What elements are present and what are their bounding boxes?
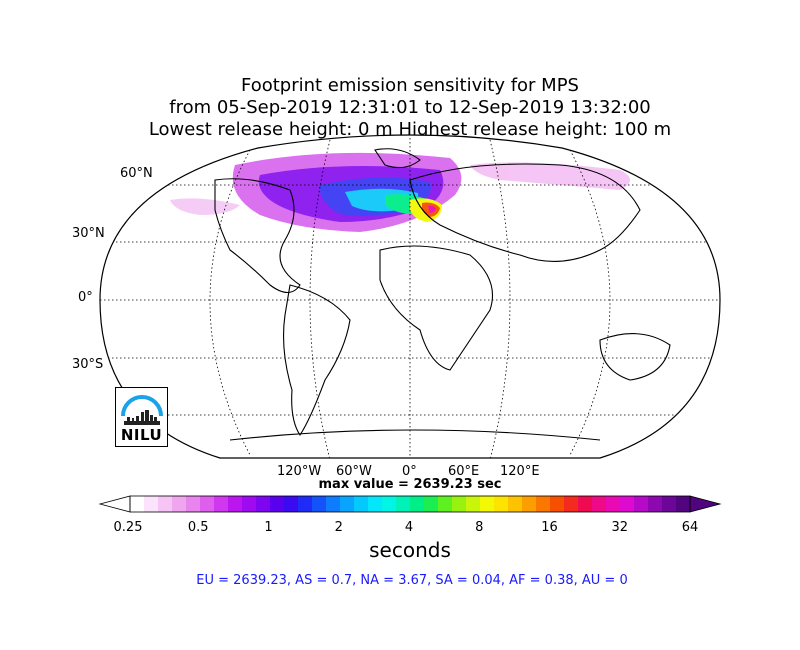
- colorbar-cell: [494, 496, 509, 512]
- colorbar-cell: [564, 496, 579, 512]
- plot-title: Footprint emission sensitivity for MPS: [241, 75, 579, 96]
- colorbar-cell: [382, 496, 397, 512]
- colorbar-cell: [410, 496, 425, 512]
- colorbar-cell: [676, 496, 691, 512]
- colorbar-cell: [648, 496, 663, 512]
- colorbar-tick-label: 16: [541, 520, 558, 535]
- colorbar-tick-label: 4: [404, 520, 414, 535]
- lon-label-120w: 120°W: [277, 464, 322, 479]
- colorbar-cell: [144, 496, 159, 512]
- colorbar-tick-label: 8: [475, 520, 484, 535]
- colorbar-cell: [298, 496, 313, 512]
- nilu-logo: NILU: [115, 387, 168, 447]
- coastlines: [214, 148, 671, 441]
- colorbar-cell: [326, 496, 341, 512]
- colorbar-cell: [256, 496, 271, 512]
- colorbar-cell: [214, 496, 229, 512]
- lat-label-30n: 30°N: [72, 226, 105, 241]
- colorbar-cell: [242, 496, 257, 512]
- colorbar-cell: [284, 496, 299, 512]
- lat-label-30s: 30°S: [72, 357, 104, 372]
- colorbar-cell: [158, 496, 173, 512]
- lon-label-60w: 60°W: [336, 464, 372, 479]
- nilu-logo-icon: [121, 395, 163, 425]
- nilu-logo-text: NILU: [120, 426, 163, 444]
- colorbar-cell: [340, 496, 355, 512]
- colorbar-cell: [508, 496, 523, 512]
- colorbar-cell: [578, 496, 593, 512]
- colorbar-cell: [620, 496, 635, 512]
- colorbar-cell: [172, 496, 187, 512]
- region-stats: EU = 2639.23, AS = 0.7, NA = 3.67, SA = …: [196, 573, 628, 588]
- colorbar-cell: [550, 496, 565, 512]
- colorbar-cell: [480, 496, 495, 512]
- lon-label-0: 0°: [402, 464, 417, 479]
- colorbar-cell: [592, 496, 607, 512]
- colorbar-cell: [522, 496, 537, 512]
- colorbar-cell: [228, 496, 243, 512]
- colorbar-cell: [466, 496, 481, 512]
- colorbar-cell: [606, 496, 621, 512]
- colorbar-under-triangle: [98, 495, 131, 513]
- colorbar-cell: [354, 496, 369, 512]
- colorbar-cell: [200, 496, 215, 512]
- max-value-label: max value = 2639.23 sec: [318, 477, 502, 492]
- lat-label-60n: 60°N: [120, 166, 153, 181]
- lon-label-120e: 120°E: [500, 464, 540, 479]
- colorbar-tick-label: 32: [611, 520, 629, 535]
- map-boundary: [99, 134, 721, 459]
- colorbar-cell: [130, 496, 145, 512]
- lat-label-eq: 0°: [78, 290, 93, 305]
- colorbar-cell: [634, 496, 649, 512]
- colorbar-cell: [368, 496, 383, 512]
- colorbar-tick-label: 64: [681, 520, 699, 535]
- colorbar-tick-label: 0.5: [187, 520, 209, 535]
- colorbar-tick-label: 2: [334, 520, 343, 535]
- graticule: [100, 135, 720, 458]
- colorbar-cell: [396, 496, 411, 512]
- colorbar-tick-label: 0.25: [113, 520, 143, 535]
- lon-label-60e: 60°E: [448, 464, 480, 479]
- colorbar-cell: [270, 496, 285, 512]
- colorbar-cell: [452, 496, 467, 512]
- plot-time-range: from 05-Sep-2019 12:31:01 to 12-Sep-2019…: [169, 97, 651, 118]
- colorbar-label: seconds: [369, 538, 451, 562]
- plot-release-heights: Lowest release height: 0 m Highest relea…: [148, 119, 672, 140]
- colorbar-cell: [186, 496, 201, 512]
- colorbar-cell: [662, 496, 677, 512]
- colorbar-cell: [312, 496, 327, 512]
- colorbar-cell: [438, 496, 453, 512]
- colorbar-cell: [424, 496, 439, 512]
- colorbar-frame: [129, 495, 691, 513]
- footprint-plume: [170, 152, 630, 232]
- colorbar-over-triangle: [689, 495, 722, 513]
- colorbar-tick-label: 1: [264, 520, 273, 535]
- colorbar-cell: [536, 496, 551, 512]
